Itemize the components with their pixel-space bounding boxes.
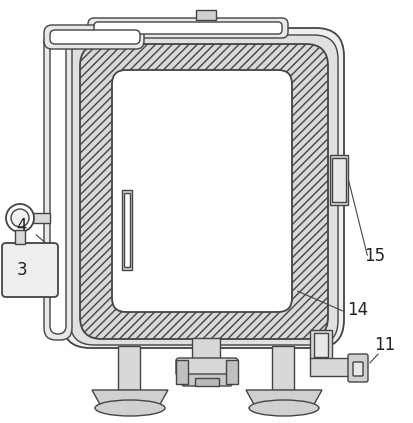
Circle shape [6,204,34,232]
Bar [195,10,216,20]
Bar [309,330,331,360]
FancyBboxPatch shape [70,35,337,345]
FancyBboxPatch shape [2,243,58,297]
Ellipse shape [248,400,318,416]
Bar [28,213,50,223]
Bar [122,190,132,270]
FancyBboxPatch shape [182,374,231,386]
Bar [118,346,140,390]
Bar [309,358,349,376]
Bar [225,360,237,384]
FancyBboxPatch shape [112,70,291,312]
Bar [195,378,218,386]
FancyBboxPatch shape [50,36,66,334]
Text: 15: 15 [363,247,385,265]
Text: 14: 14 [347,301,368,319]
Text: 4: 4 [17,217,27,235]
FancyBboxPatch shape [88,18,287,38]
Polygon shape [245,390,321,408]
Bar [15,230,25,244]
Text: 3: 3 [17,261,27,279]
Bar [192,338,219,360]
FancyBboxPatch shape [347,354,367,382]
Bar [331,158,345,202]
Bar [271,346,293,390]
Bar [124,193,130,267]
Circle shape [11,209,29,227]
FancyBboxPatch shape [50,30,140,44]
Ellipse shape [95,400,165,416]
Bar [329,155,347,205]
FancyBboxPatch shape [44,25,144,49]
Polygon shape [92,390,168,408]
FancyBboxPatch shape [176,358,237,376]
FancyBboxPatch shape [352,362,362,376]
FancyBboxPatch shape [80,44,327,339]
FancyBboxPatch shape [44,30,72,340]
Bar [176,360,188,384]
Text: 11: 11 [373,336,395,354]
FancyBboxPatch shape [94,22,281,34]
FancyBboxPatch shape [62,28,343,348]
Bar [313,333,327,357]
